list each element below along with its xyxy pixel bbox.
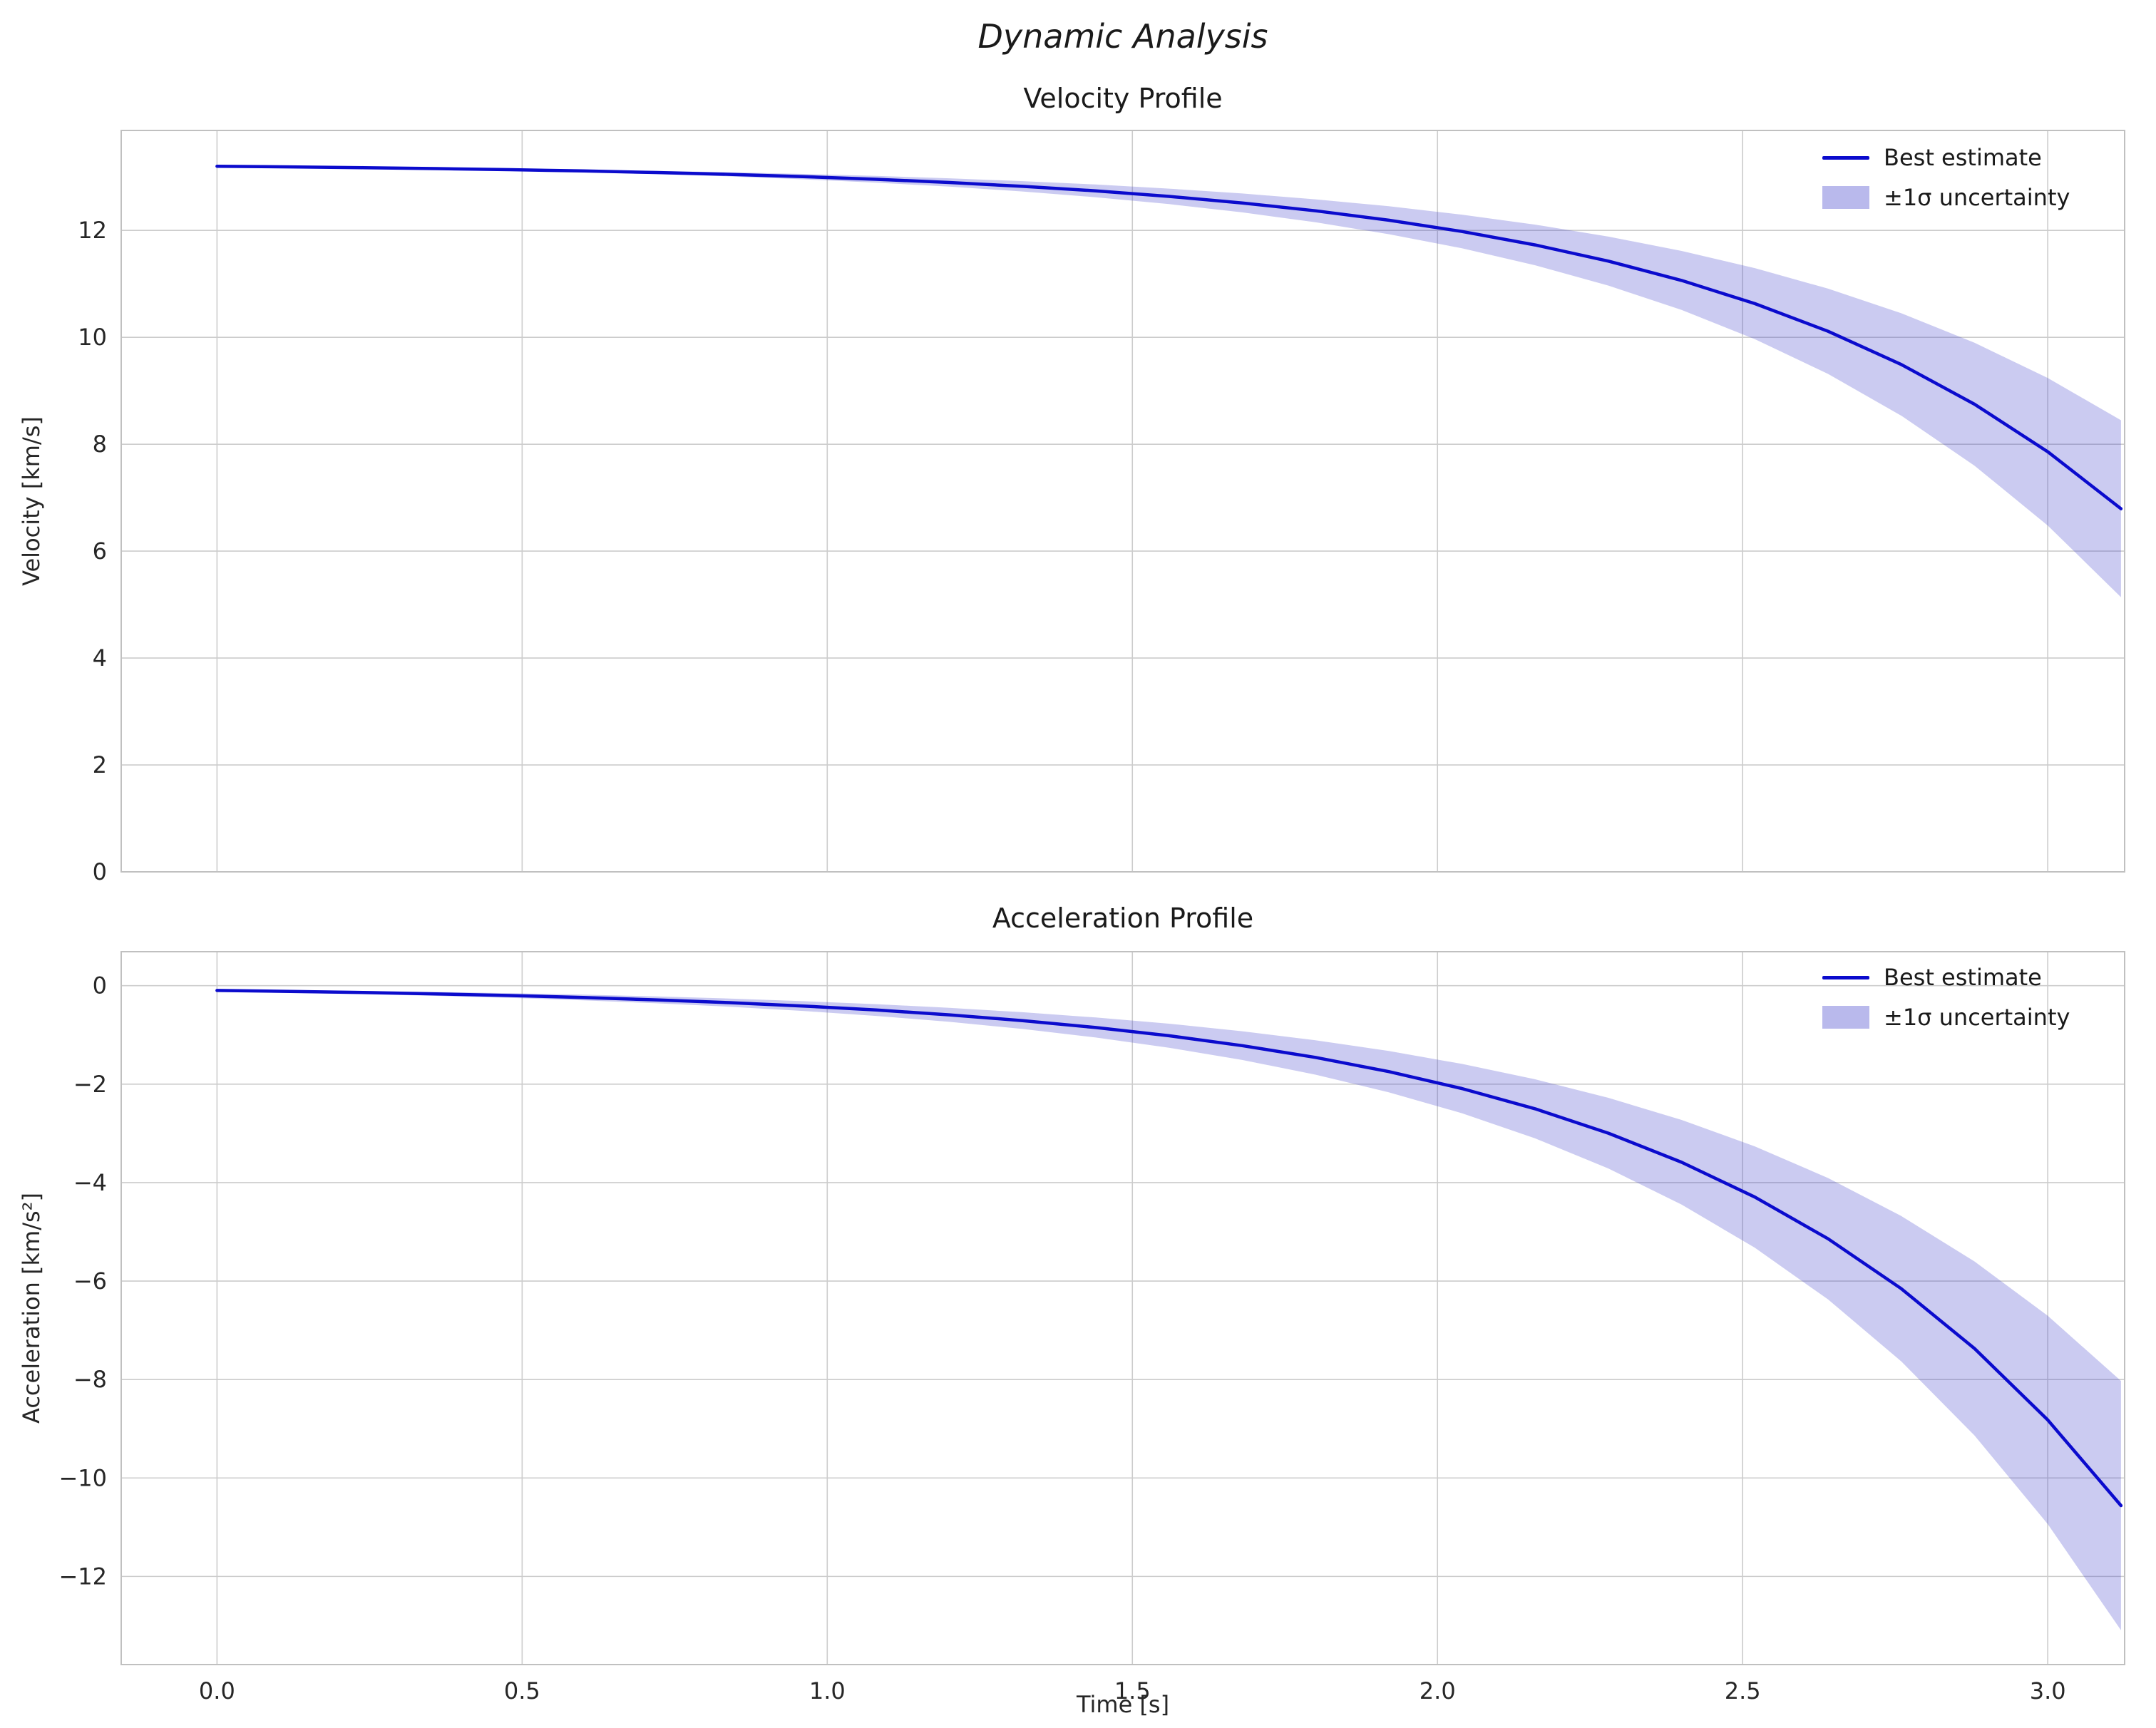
x-tick-label: 3.0 <box>2030 1677 2066 1704</box>
uncertainty-band <box>217 166 2121 597</box>
acceleration-y-axis-label: Acceleration [km/s²] <box>18 1193 45 1424</box>
uncertainty-band <box>217 989 2121 1630</box>
line-swatch <box>1822 975 1869 979</box>
x-tick-label: 0.0 <box>199 1677 235 1704</box>
y-tick-label: −8 <box>73 1366 107 1393</box>
y-tick-label: 6 <box>93 538 107 565</box>
band-swatch <box>1822 186 1869 209</box>
x-axis-label: Time [s] <box>1076 1691 1170 1718</box>
legend-item-best-estimate: Best estimate <box>1822 144 2070 171</box>
y-tick-label: 0 <box>93 858 107 885</box>
y-tick-label: −6 <box>73 1267 107 1295</box>
axes-background <box>121 952 2125 1665</box>
y-tick-label: 10 <box>78 324 107 351</box>
x-tick-label: 2.0 <box>1420 1677 1456 1704</box>
velocity-y-axis-label: Velocity [km/s] <box>18 416 45 586</box>
axes-background <box>121 130 2125 872</box>
x-tick-label: 2.5 <box>1725 1677 1761 1704</box>
y-tick-label: 0 <box>93 972 107 999</box>
y-tick-label: −4 <box>73 1169 107 1196</box>
velocity-plot-title: Velocity Profile <box>1023 83 1223 114</box>
y-tick-label: −12 <box>58 1563 107 1590</box>
acceleration-plot-title: Acceleration Profile <box>992 902 1254 934</box>
line-swatch <box>1822 155 1869 160</box>
x-tick-label: 1.5 <box>1114 1677 1151 1704</box>
legend-label: Best estimate <box>1884 964 2042 991</box>
y-tick-label: 4 <box>93 644 107 672</box>
best-estimate-line <box>215 164 2123 510</box>
axes-spines <box>120 951 2125 1665</box>
y-tick-label: −2 <box>73 1071 107 1098</box>
legend-item-uncertainty: ±1σ uncertainty <box>1822 184 2070 211</box>
axes-spines <box>120 130 2125 873</box>
velocity-legend: Best estimate ±1σ uncertainty <box>1822 144 2070 211</box>
y-tick-label: 12 <box>78 217 107 244</box>
legend-item-uncertainty: ±1σ uncertainty <box>1822 1004 2070 1031</box>
y-tick-label: −10 <box>58 1464 107 1491</box>
best-estimate-line <box>215 989 2123 1508</box>
legend-label: ±1σ uncertainty <box>1884 1004 2070 1031</box>
acceleration-legend: Best estimate ±1σ uncertainty <box>1822 964 2070 1031</box>
legend-item-best-estimate: Best estimate <box>1822 964 2070 991</box>
y-tick-label: 2 <box>93 751 107 778</box>
y-tick-label: 8 <box>93 431 107 458</box>
legend-label: Best estimate <box>1884 144 2042 171</box>
legend-label: ±1σ uncertainty <box>1884 184 2070 211</box>
x-tick-label: 1.0 <box>809 1677 846 1704</box>
figure-title: Dynamic Analysis <box>977 17 1268 56</box>
x-tick-label: 0.5 <box>504 1677 540 1704</box>
band-swatch <box>1822 1006 1869 1029</box>
